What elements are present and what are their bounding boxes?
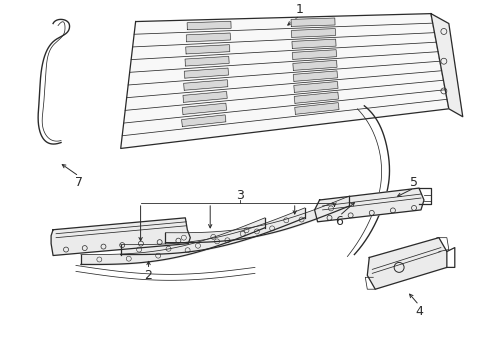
Polygon shape — [182, 103, 226, 114]
Polygon shape — [291, 39, 335, 48]
Text: 6: 6 — [335, 215, 343, 228]
Polygon shape — [293, 71, 337, 81]
Polygon shape — [121, 14, 448, 148]
Polygon shape — [291, 28, 335, 37]
Polygon shape — [294, 103, 338, 114]
Text: 3: 3 — [236, 189, 244, 202]
Polygon shape — [290, 18, 334, 26]
Text: 1: 1 — [295, 3, 303, 16]
Polygon shape — [292, 50, 336, 59]
Polygon shape — [314, 188, 423, 222]
Text: 2: 2 — [144, 269, 152, 282]
Polygon shape — [292, 60, 336, 70]
Polygon shape — [294, 92, 338, 103]
Polygon shape — [183, 80, 227, 90]
Polygon shape — [181, 115, 225, 126]
Polygon shape — [186, 33, 230, 42]
Polygon shape — [430, 14, 462, 117]
Polygon shape — [293, 81, 337, 92]
Text: 4: 4 — [414, 305, 422, 318]
Text: 5: 5 — [409, 176, 417, 189]
Polygon shape — [184, 68, 228, 78]
Polygon shape — [51, 218, 190, 256]
Polygon shape — [187, 21, 231, 30]
Polygon shape — [183, 91, 227, 102]
Text: 7: 7 — [75, 176, 83, 189]
Polygon shape — [366, 238, 446, 289]
Polygon shape — [185, 45, 229, 54]
Polygon shape — [184, 57, 229, 66]
